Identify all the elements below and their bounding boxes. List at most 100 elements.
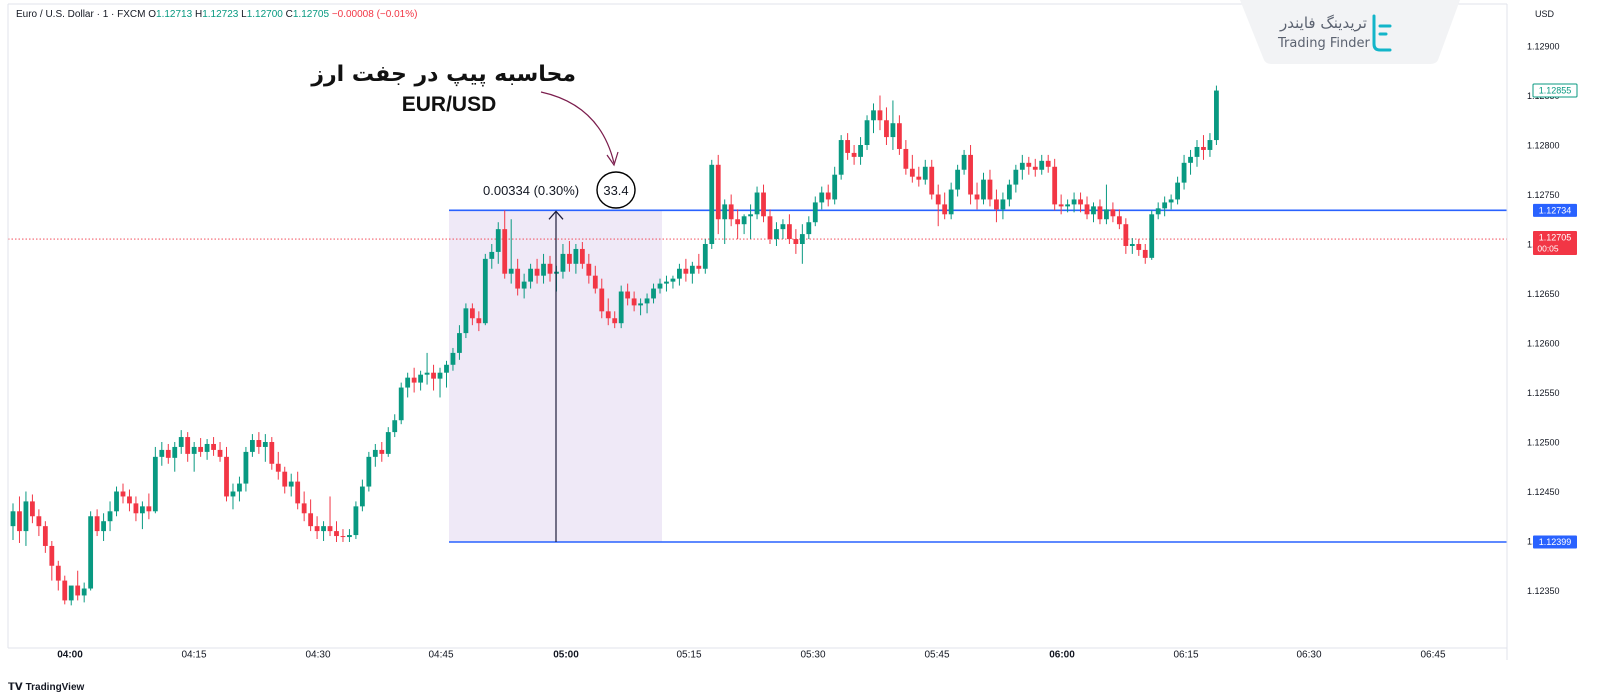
candle-body	[418, 374, 424, 383]
y-tick-label: 1.12350	[1527, 586, 1560, 596]
candle	[288, 473, 294, 497]
candle-body	[140, 506, 145, 514]
candle-body	[114, 491, 119, 512]
symbol-info[interactable]: Euro / U.S. Dollar · 1 · FXCM O1.12713 H…	[16, 9, 417, 20]
candle-body	[567, 253, 572, 264]
candle	[974, 182, 980, 210]
candle-body	[1104, 209, 1109, 220]
candle	[127, 489, 132, 512]
tradingview-brand[interactable]: 𝗧𝗩 TradingView	[8, 682, 84, 693]
candle-body	[10, 511, 16, 527]
close-label: C	[285, 9, 293, 20]
candle	[444, 360, 449, 388]
candle	[573, 244, 579, 274]
candle-body	[612, 318, 618, 324]
measure-text: 0.00334 (0.30%)	[483, 183, 579, 198]
candle-body	[1110, 209, 1116, 217]
candle-body	[968, 154, 973, 195]
candle-body	[191, 446, 197, 454]
candle-body	[631, 298, 637, 306]
candle-body	[288, 481, 294, 487]
candle	[702, 239, 708, 274]
candle	[334, 521, 339, 542]
trading-finder-logo: تریدینگ فایندر Trading Finder	[1240, 0, 1460, 64]
candle	[534, 258, 540, 284]
candle	[249, 434, 255, 457]
candle-body	[547, 263, 553, 274]
candle	[107, 501, 113, 532]
candle-body	[1142, 249, 1148, 258]
candle-body	[68, 585, 74, 601]
candle-body	[819, 192, 825, 203]
candle-body	[55, 565, 61, 581]
candle	[152, 446, 158, 514]
candle	[120, 483, 126, 504]
y-tick-label: 1.12450	[1527, 487, 1560, 497]
candle-body	[1000, 199, 1006, 210]
candle	[929, 159, 935, 200]
candle-body	[851, 152, 857, 157]
candle	[217, 442, 223, 462]
candle-body	[81, 588, 87, 596]
candle	[812, 196, 818, 227]
candle	[68, 585, 74, 606]
tradingview-brand-text: TradingView	[25, 682, 85, 693]
candle	[1000, 192, 1006, 220]
candle	[968, 145, 973, 205]
currency-label[interactable]: USD	[1535, 9, 1555, 19]
candle-body	[1013, 169, 1019, 185]
candle	[94, 509, 100, 537]
candle	[347, 529, 352, 542]
candle	[884, 107, 889, 145]
candle-body	[62, 580, 68, 601]
candle-body	[981, 179, 986, 200]
candle	[1201, 135, 1206, 160]
candle	[838, 135, 844, 180]
candle-body	[780, 224, 786, 230]
candle	[528, 263, 533, 289]
candle-body	[896, 123, 902, 149]
candle	[767, 209, 773, 244]
candle-body	[1116, 216, 1122, 225]
candle-body	[178, 437, 184, 447]
candle	[722, 199, 728, 244]
candle-body	[573, 248, 579, 264]
candle	[774, 222, 779, 246]
candle	[75, 570, 81, 601]
candle-body	[722, 204, 728, 220]
candle-body	[314, 526, 320, 532]
candle-body	[101, 521, 106, 532]
candle	[825, 184, 831, 207]
candle-body	[1194, 146, 1200, 157]
candle	[23, 491, 29, 546]
logo-text-fa: تریدینگ فایندر	[1280, 14, 1367, 32]
candle	[211, 437, 216, 456]
y-tick-label: 1.12600	[1527, 339, 1560, 349]
candle	[191, 442, 197, 472]
candle-body	[1019, 162, 1025, 170]
candle	[398, 382, 404, 425]
candle-body	[890, 123, 896, 138]
candle	[1155, 202, 1161, 220]
candle-body	[269, 442, 275, 464]
candle-body	[1149, 214, 1155, 258]
candle	[424, 352, 430, 385]
candle	[994, 189, 999, 223]
candle-body	[353, 506, 359, 536]
symbol-title[interactable]: Euro / U.S. Dollar · 1 · FXCM	[16, 9, 146, 20]
candle-body	[987, 179, 993, 200]
candle	[62, 575, 68, 605]
candle	[17, 496, 22, 543]
candle-body	[922, 166, 928, 180]
candle	[903, 140, 909, 175]
candle-body	[955, 169, 961, 190]
candle-body	[398, 387, 404, 421]
candle	[1168, 194, 1174, 210]
candle-body	[372, 449, 378, 457]
candle-body	[521, 281, 527, 289]
candle-body	[457, 333, 462, 353]
candle-body	[541, 263, 546, 276]
candle	[359, 479, 365, 512]
